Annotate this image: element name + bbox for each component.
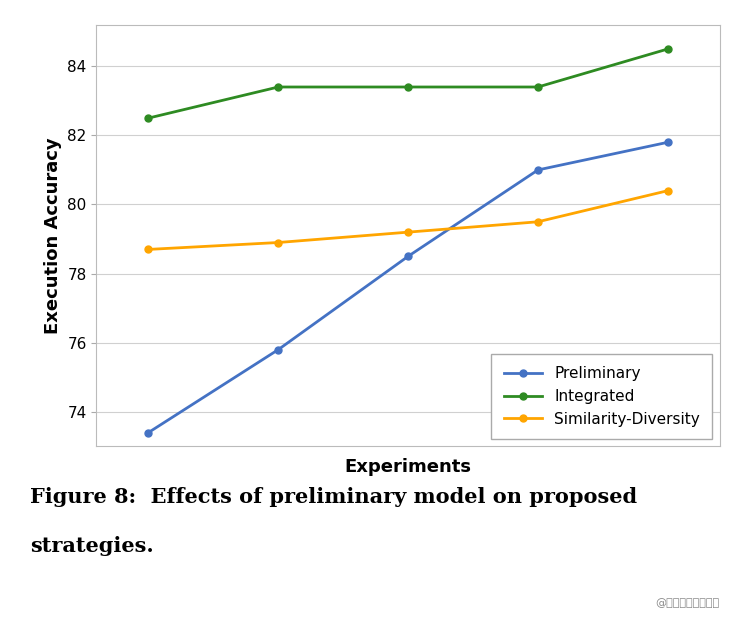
Similarity-Diversity	[663, 187, 672, 195]
Line: Integrated: Integrated	[145, 45, 672, 122]
Similarity-Diversity	[274, 239, 283, 246]
Legend: Preliminary, Integrated, Similarity-Diversity: Preliminary, Integrated, Similarity-Dive…	[491, 354, 712, 439]
Text: @稿土掘金技术社区: @稿土掘金技术社区	[656, 598, 720, 608]
Y-axis label: Execution Accuracy: Execution Accuracy	[44, 137, 62, 334]
Line: Preliminary: Preliminary	[145, 139, 672, 436]
Preliminary	[274, 346, 283, 353]
Integrated	[404, 83, 413, 91]
Similarity-Diversity	[533, 218, 542, 226]
Preliminary	[404, 252, 413, 260]
Preliminary	[533, 166, 542, 174]
Integrated	[274, 83, 283, 91]
X-axis label: Experiments: Experiments	[344, 458, 472, 476]
Preliminary	[663, 139, 672, 146]
Preliminary	[144, 429, 153, 436]
Integrated	[533, 83, 542, 91]
Integrated	[144, 114, 153, 122]
Text: strategies.: strategies.	[30, 536, 154, 556]
Similarity-Diversity	[144, 246, 153, 253]
Similarity-Diversity	[404, 228, 413, 236]
Integrated	[663, 45, 672, 53]
Line: Similarity-Diversity: Similarity-Diversity	[145, 187, 672, 253]
Text: Figure 8:  Effects of preliminary model on proposed: Figure 8: Effects of preliminary model o…	[30, 487, 637, 507]
